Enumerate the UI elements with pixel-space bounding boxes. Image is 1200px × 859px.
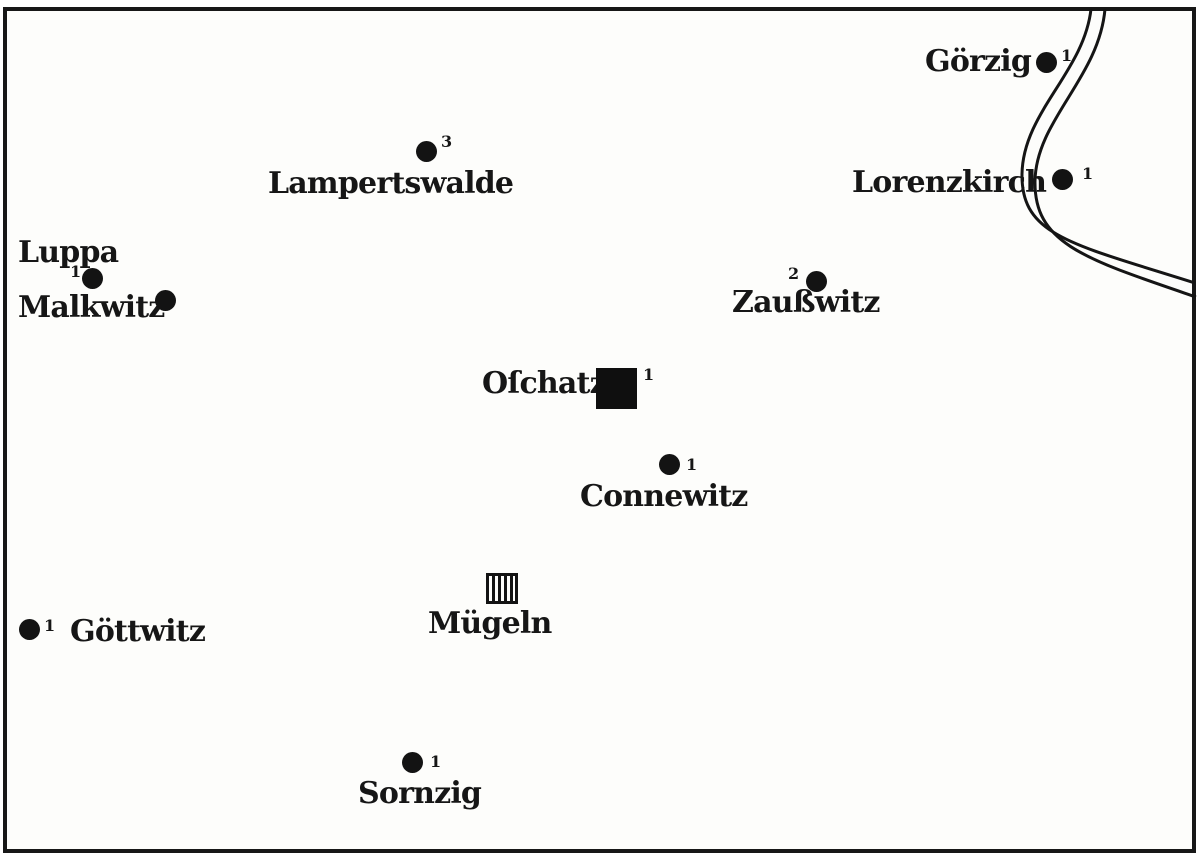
place-label: Görzig (925, 44, 1032, 79)
place-label: Mügeln (428, 606, 552, 641)
place-label: Luppa (18, 235, 119, 270)
place-label: Zaußwitz (732, 285, 880, 320)
place-label: Oſchatz (482, 366, 607, 401)
map-border-frame (3, 7, 1196, 853)
place-label: Göttwitz (70, 614, 206, 649)
count-superscript: 2 (788, 264, 800, 283)
count-superscript: 1 (643, 365, 655, 384)
count-superscript: 1 (430, 752, 442, 771)
count-superscript: 1 (44, 616, 56, 635)
count-superscript: 1 (686, 455, 698, 474)
place-label: Lampertswalde (268, 166, 514, 201)
settlement-dot-icon (416, 141, 437, 162)
place-label: Malkwitz (18, 290, 165, 325)
settlement-dot-icon (19, 619, 40, 640)
settlement-dot-icon (659, 454, 680, 475)
count-superscript: 3 (441, 132, 453, 151)
count-superscript: 1 (1061, 46, 1073, 65)
count-superscript: 1 (70, 262, 82, 281)
town-square-icon (596, 368, 637, 409)
hatched-town-icon (486, 573, 518, 604)
place-label: Lorenzkirch (852, 165, 1047, 200)
place-label: Connewitz (580, 479, 748, 514)
settlement-dot-icon (402, 752, 423, 773)
count-superscript: 1 (1082, 164, 1094, 183)
settlement-dot-icon (1036, 52, 1057, 73)
settlement-dot-icon (1052, 169, 1073, 190)
settlement-dot-icon (155, 290, 176, 311)
settlement-dot-icon (806, 271, 827, 292)
settlement-dot-icon (82, 268, 103, 289)
place-label: Sornzig (358, 776, 482, 811)
